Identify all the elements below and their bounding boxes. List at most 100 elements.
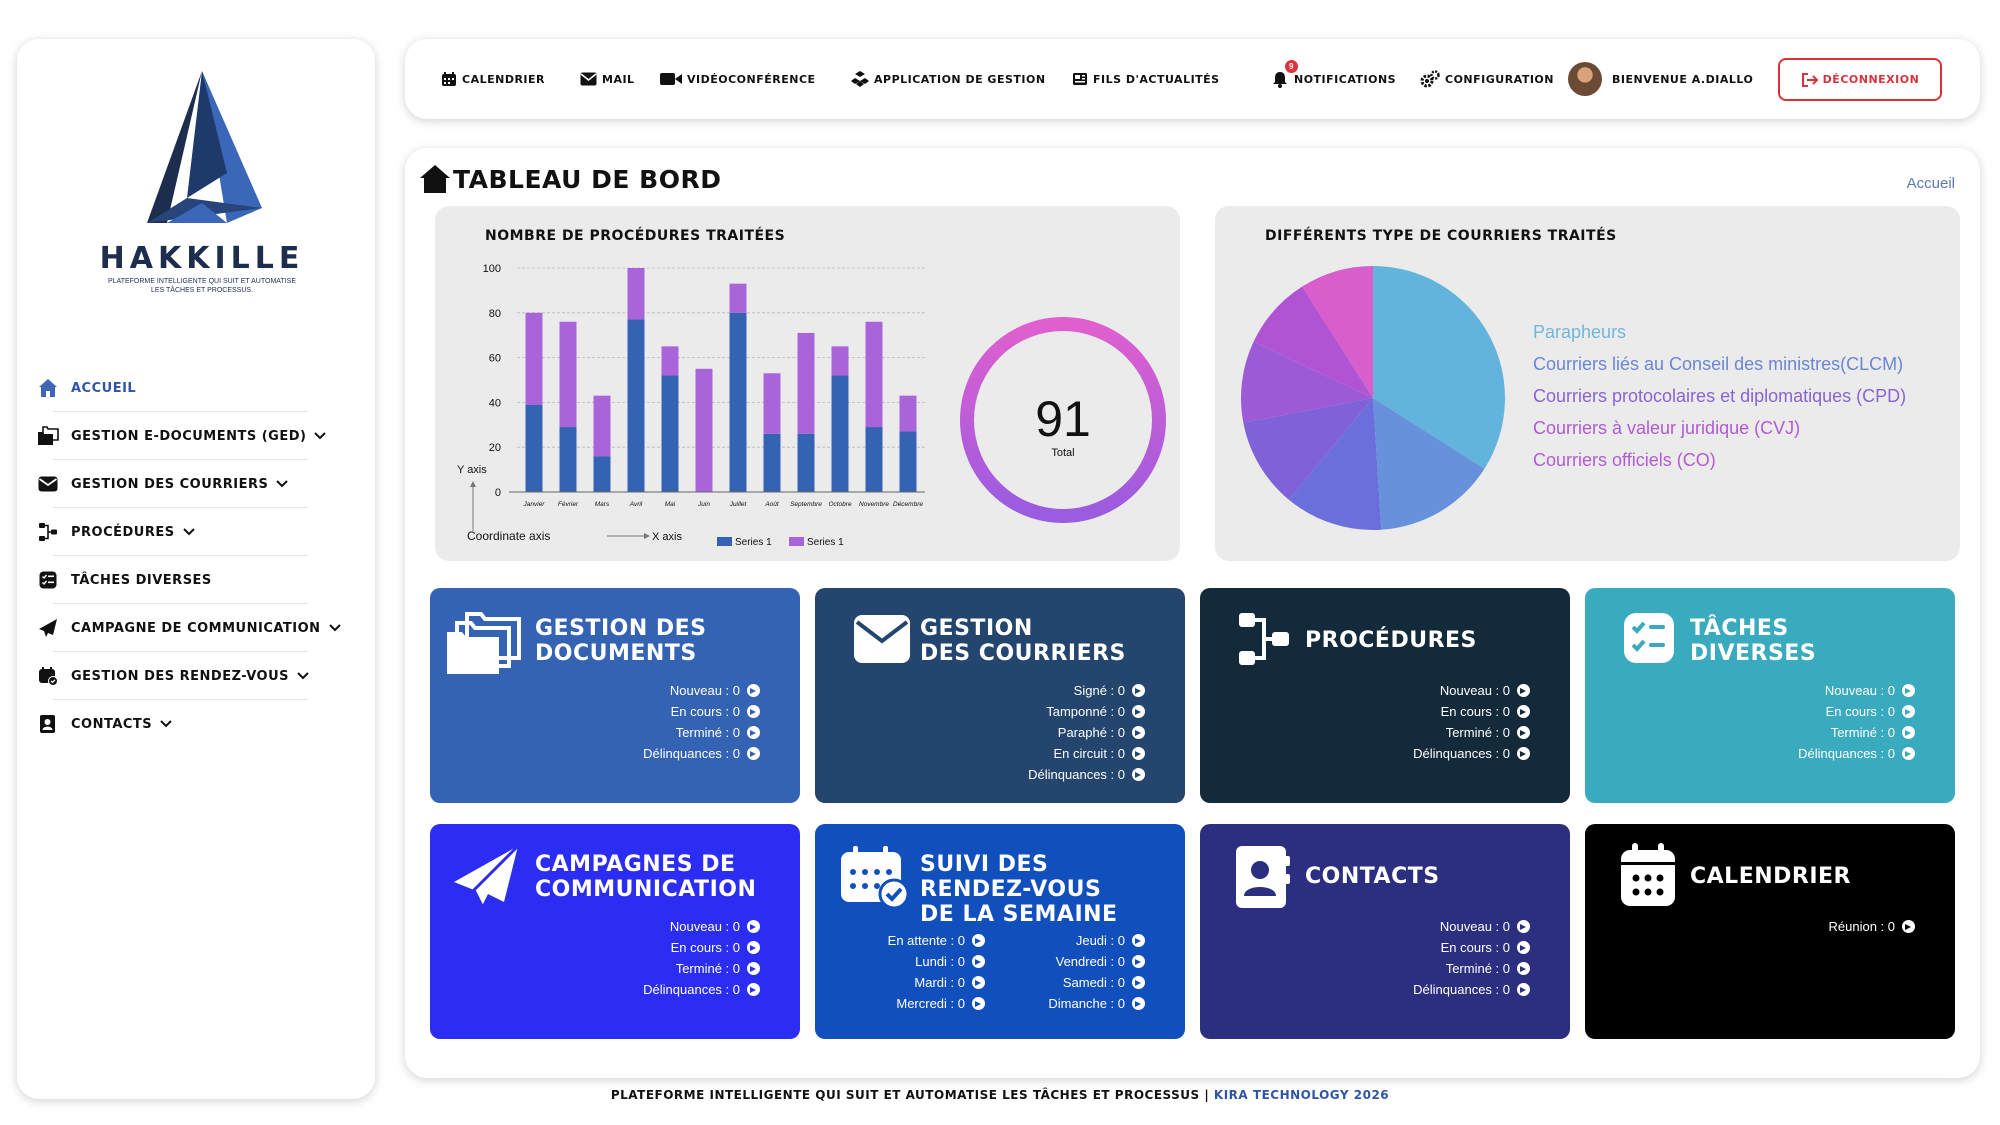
footer-brand-link[interactable]: Kira Technology 2026 <box>1213 1088 1390 1102</box>
arrow-circle-right-icon <box>1902 920 1915 933</box>
hakkille-logo[interactable]: HAKKILLE Plateforme intelligente qui sui… <box>87 63 317 313</box>
sidebar-item-ged[interactable]: Gestion e-documents (GED) <box>37 412 357 460</box>
tile-stat-link[interactable]: Délinquances : 0 <box>1028 764 1145 785</box>
tile-taches-stats: Nouveau : 0 En cours : 0 Terminé : 0 Délinq… <box>1798 680 1915 764</box>
tile-stat-link[interactable]: Terminé : 0 <box>643 722 760 743</box>
tile-stat-link[interactable]: Délinquances : 0 <box>1413 979 1530 1000</box>
tile-stat-link[interactable]: Terminé : 0 <box>1413 958 1530 979</box>
legend-swatch <box>717 537 732 546</box>
envelope-icon <box>580 72 597 86</box>
tile-stat-label: En cours : 0 <box>670 704 740 719</box>
tile-stat-link[interactable]: Vendredi : 0 <box>1048 951 1145 972</box>
tile-stat-link[interactable]: Délinquances : 0 <box>643 979 760 1000</box>
tile-stat-link[interactable]: Lundi : 0 <box>888 951 985 972</box>
pie-chart-title: Différents type de courriers traités <box>1265 228 1617 244</box>
tile-stat-link[interactable]: Jeudi : 0 <box>1048 930 1145 951</box>
tile-stat-link[interactable]: En cours : 0 <box>643 701 760 722</box>
tile-stat-link[interactable]: En cours : 0 <box>1798 701 1915 722</box>
tile-stat-label: Terminé : 0 <box>1445 961 1510 976</box>
tasks-icon <box>37 569 59 591</box>
tile-stat-link[interactable]: Signé : 0 <box>1028 680 1145 701</box>
topbar-configuration[interactable]: Configuration <box>1420 39 1554 119</box>
tile-stat-label: En cours : 0 <box>670 940 740 955</box>
topbar-app[interactable]: Application de gestion <box>851 39 1046 119</box>
sidebar-item-rendez-vous[interactable]: Gestion des rendez-vous <box>37 652 357 700</box>
tile-taches[interactable]: Tâches diverses Nouveau : 0 En cours : 0 Te… <box>1585 588 1955 803</box>
x-tick-label: Mai <box>665 501 676 508</box>
flow-icon <box>1239 613 1289 665</box>
x-tick-label: Août <box>764 501 780 508</box>
tile-rdv[interactable]: Suivi des rendez-vous de la semaine En att… <box>815 824 1185 1039</box>
sidebar-item-accueil[interactable]: Accueil <box>37 364 357 412</box>
arrow-circle-right-icon <box>1132 976 1145 989</box>
tile-stat-link[interactable]: Délinquances : 0 <box>1413 743 1530 764</box>
tile-stat-link[interactable]: Nouveau : 0 <box>643 680 760 701</box>
pie-legend-entry: Courriers officiels (CO) <box>1533 450 1716 470</box>
tile-stat-label: Terminé : 0 <box>1445 725 1510 740</box>
breadcrumb-home[interactable]: Accueil <box>1906 175 1955 192</box>
tile-taches-title: Tâches diverses <box>1690 616 1816 666</box>
tile-stat-link[interactable]: En cours : 0 <box>1413 937 1530 958</box>
tile-courriers[interactable]: Gestion des courriers Signé : 0 Tamponné :… <box>815 588 1185 803</box>
tile-stat-link[interactable]: Nouveau : 0 <box>1798 680 1915 701</box>
arrow-circle-right-icon <box>972 976 985 989</box>
tile-procedures[interactable]: Procédures Nouveau : 0 En cours : 0 Termin… <box>1200 588 1570 803</box>
topbar-notifications[interactable]: 9 Notifications <box>1271 39 1396 119</box>
tile-stat-link[interactable]: En circuit : 0 <box>1028 743 1145 764</box>
tile-stat-link[interactable]: En cours : 0 <box>643 937 760 958</box>
tile-stat-link[interactable]: Mardi : 0 <box>888 972 985 993</box>
tile-stat-link[interactable]: Nouveau : 0 <box>643 916 760 937</box>
tile-stat-link[interactable]: Terminé : 0 <box>643 958 760 979</box>
tile-stat-label: Délinquances : 0 <box>1028 767 1125 782</box>
tile-stat-link[interactable]: Tamponné : 0 <box>1028 701 1145 722</box>
tile-stat-link[interactable]: Terminé : 0 <box>1798 722 1915 743</box>
topbar-user[interactable]: Bienvenue A.Diallo <box>1568 39 1753 119</box>
tile-stat-link[interactable]: Nouveau : 0 <box>1413 680 1530 701</box>
tile-rdv-title-line2: rendez-vous <box>920 877 1102 902</box>
bar-2 <box>661 346 679 376</box>
topbar-calendar[interactable]: Calendrier <box>441 39 545 119</box>
sidebar-item-taches[interactable]: Tâches diverses <box>37 556 357 604</box>
tile-stat-link[interactable]: Délinquances : 0 <box>643 743 760 764</box>
tile-stat-link[interactable]: Délinquances : 0 <box>1798 743 1915 764</box>
sidebar-item-contacts[interactable]: Contacts <box>37 700 357 748</box>
sidebar-item-label: Contacts <box>71 716 153 732</box>
y-axis-arrowhead <box>470 481 476 487</box>
arrow-circle-right-icon <box>1132 955 1145 968</box>
tile-stat-link[interactable]: Réunion : 0 <box>1829 916 1915 937</box>
topbar-news[interactable]: Fils d'actualités <box>1072 39 1220 119</box>
arrow-circle-right-icon <box>1517 705 1530 718</box>
sidebar-item-campagne[interactable]: Campagne de communication <box>37 604 357 652</box>
tile-stat-link[interactable]: Terminé : 0 <box>1413 722 1530 743</box>
tile-stat-link[interactable]: Samedi : 0 <box>1048 972 1145 993</box>
x-tick-label: Décembre <box>893 501 923 508</box>
tile-contacts[interactable]: Contacts Nouveau : 0 En cours : 0 Terminé … <box>1200 824 1570 1039</box>
tile-stat-link[interactable]: En attente : 0 <box>888 930 985 951</box>
sidebar-item-label: Tâches diverses <box>71 572 212 588</box>
bar-1 <box>661 375 679 492</box>
tile-stat-link[interactable]: Mercredi : 0 <box>888 993 985 1014</box>
tile-contacts-stats: Nouveau : 0 En cours : 0 Terminé : 0 Délinq… <box>1413 916 1530 1000</box>
tile-calendrier[interactable]: Calendrier Réunion : 0 <box>1585 824 1955 1039</box>
chevron-down-icon <box>314 432 327 440</box>
topbar-video[interactable]: Vidéoconférence <box>660 39 816 119</box>
y-tick-label: 100 <box>483 263 501 275</box>
brand-tagline: Plateforme intelligente qui suit et auto… <box>108 278 296 294</box>
tile-stat-link[interactable]: Nouveau : 0 <box>1413 916 1530 937</box>
arrow-circle-right-icon <box>1517 726 1530 739</box>
topbar-mail[interactable]: Mail <box>580 39 635 119</box>
sidebar-item-procedures[interactable]: Procédures <box>37 508 357 556</box>
tile-campagnes[interactable]: Campagnes de communication Nouveau : 0 En … <box>430 824 800 1039</box>
sidebar-item-courriers[interactable]: Gestion des courriers <box>37 460 357 508</box>
page-title-text: Tableau de bord <box>453 164 722 194</box>
logout-button[interactable]: Déconnexion <box>1778 58 1942 101</box>
cubes-icon <box>851 71 869 87</box>
tile-stat-link[interactable]: Paraphé : 0 <box>1028 722 1145 743</box>
bar-2 <box>729 283 747 313</box>
x-axis-label: X axis <box>652 531 682 543</box>
tile-documents[interactable]: Gestion des documents Nouveau : 0 En cours… <box>430 588 800 803</box>
tile-stat-link[interactable]: En cours : 0 <box>1413 701 1530 722</box>
x-tick-label: Janvier <box>523 501 546 508</box>
tile-stat-link[interactable]: Dimanche : 0 <box>1048 993 1145 1014</box>
footer-text: Plateforme intelligente qui suit et auto… <box>610 1088 1210 1102</box>
